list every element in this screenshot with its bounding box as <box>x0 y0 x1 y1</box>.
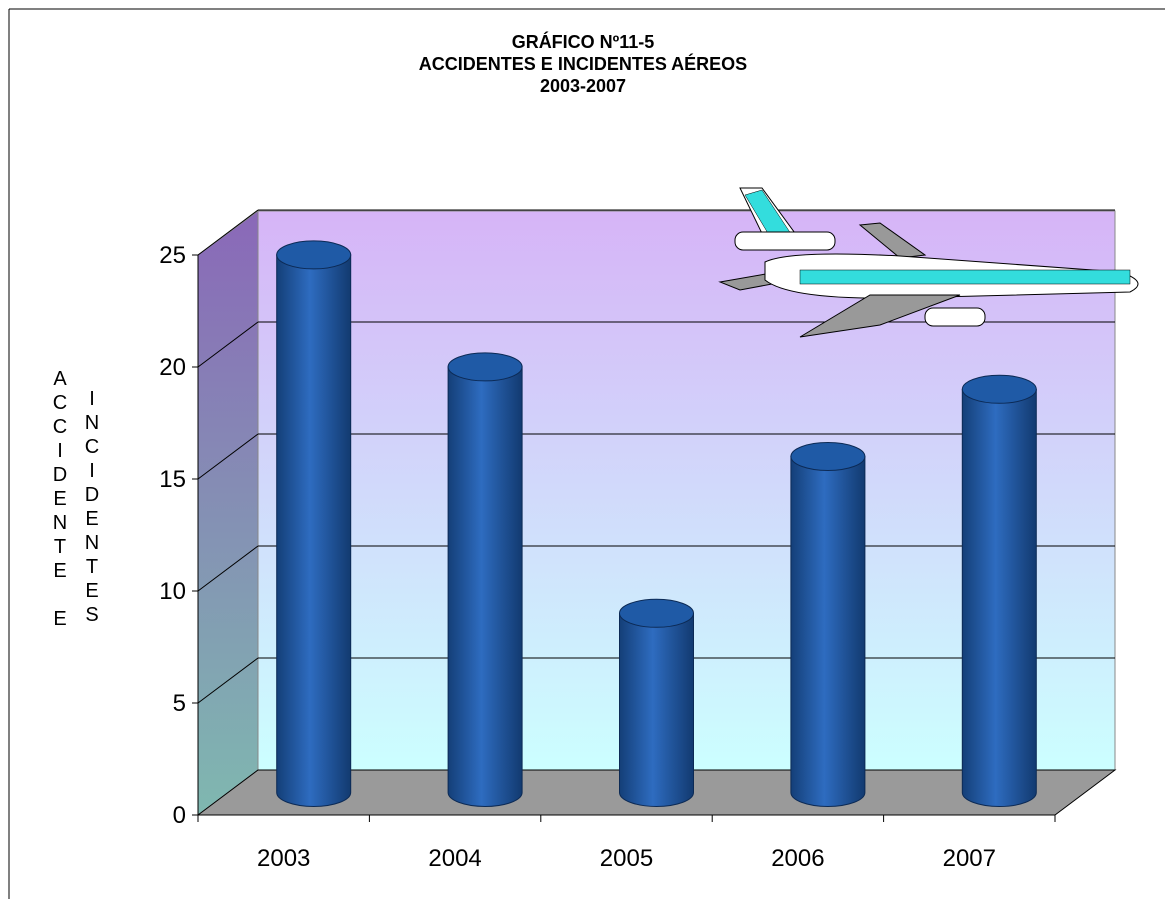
chart-title: GRÁFICO Nº11-5 <box>512 31 655 52</box>
x-tick-label: 2004 <box>428 845 481 872</box>
bar-top <box>276 240 352 270</box>
grid-line <box>197 433 259 480</box>
x-tick-label: 2003 <box>257 845 310 872</box>
bar <box>619 598 694 807</box>
x-tick-label: 2007 <box>943 845 996 872</box>
bar-top <box>790 442 866 471</box>
y-axis-label: INCIDENTES <box>81 388 103 628</box>
bar <box>961 374 1037 807</box>
y-tick-label: 20 <box>159 354 186 381</box>
bar-top <box>619 598 694 628</box>
bar-body <box>790 456 866 807</box>
bar-body <box>447 366 523 807</box>
y-tick-label: 25 <box>159 242 186 269</box>
grid-line <box>197 657 259 704</box>
y-tick-label: 10 <box>159 578 186 605</box>
bar <box>276 240 352 807</box>
grid-line <box>197 321 259 368</box>
y-tick-label: 5 <box>173 690 186 717</box>
bar-top <box>961 374 1037 404</box>
marks: 0 5 10 15 20 25 2003 2004 2005 2006 2007 <box>159 209 1115 872</box>
airplane <box>718 187 1139 338</box>
bar-body <box>276 254 352 807</box>
y-tick-label: 0 <box>173 802 186 829</box>
grid-line <box>197 209 259 256</box>
y-axis-label: ACCIDENTE E <box>49 368 71 632</box>
x-tick-label: 2005 <box>600 845 653 872</box>
chart-title: ACCIDENTES E INCIDENTES AÉREOS <box>419 53 747 74</box>
chart-title: 2003-2007 <box>540 76 626 96</box>
bar <box>790 442 866 807</box>
y-tick-label: 15 <box>159 466 186 493</box>
x-tick-label: 2006 <box>771 845 824 872</box>
bar <box>447 352 523 807</box>
bar-top <box>447 352 523 382</box>
bar-body <box>619 612 694 807</box>
grid-line <box>197 545 259 592</box>
bar-body <box>961 388 1037 807</box>
side-wall <box>197 210 259 816</box>
